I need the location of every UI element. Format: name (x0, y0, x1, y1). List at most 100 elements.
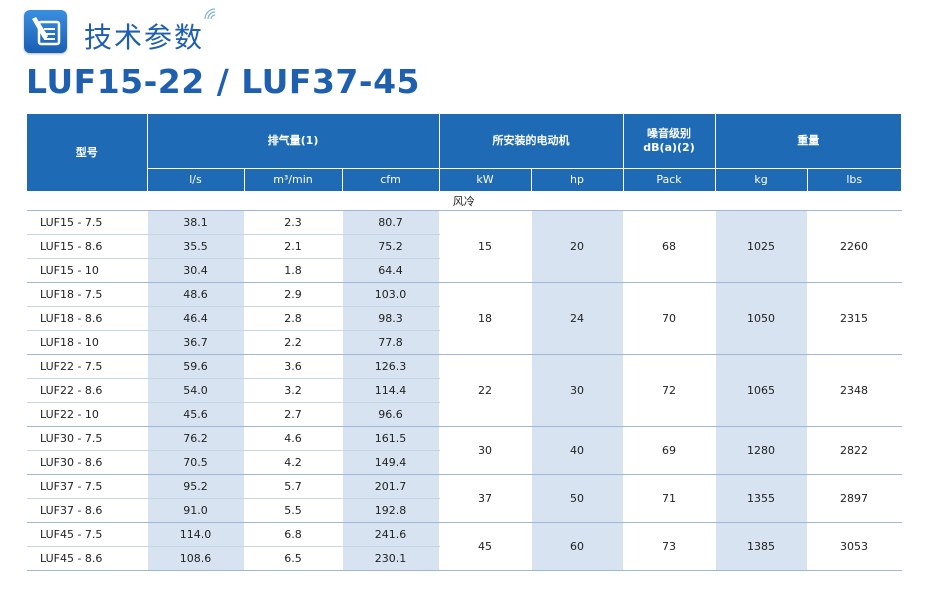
cell-flow-ls: 45.6 (147, 402, 245, 427)
cell-model: LUF15 - 7.5 (27, 210, 148, 235)
cell-flow-m3min: 3.6 (244, 354, 343, 379)
cell-flow-m3min: 2.8 (244, 306, 343, 331)
cell-flow-ls: 30.4 (147, 258, 245, 283)
cell-flow-cfm: 75.2 (342, 234, 440, 259)
cell-motor-kw: 45 (439, 522, 532, 571)
cell-flow-ls: 95.2 (147, 474, 245, 499)
cell-model: LUF37 - 7.5 (27, 474, 148, 499)
cell-flow-m3min: 2.7 (244, 402, 343, 427)
cell-model: LUF30 - 8.6 (27, 450, 148, 475)
cell-flow-cfm: 201.7 (342, 474, 440, 499)
cell-noise-db: 68 (623, 210, 716, 283)
cell-weight-lbs: 2348 (807, 354, 902, 427)
cell-flow-m3min: 2.2 (244, 330, 343, 355)
cell-model: LUF22 - 10 (27, 402, 148, 427)
subheader-ls: l/s (147, 168, 245, 191)
cell-noise-db: 70 (623, 282, 716, 355)
cell-flow-m3min: 4.6 (244, 426, 343, 451)
table-row: LUF37 - 8.6 91.0 5.5 192.8 (27, 498, 901, 523)
cell-model: LUF18 - 7.5 (27, 282, 148, 307)
header-weight: 重量 (715, 114, 902, 169)
cell-noise-db: 72 (623, 354, 716, 427)
header-flow: 排气量(1) (147, 114, 440, 169)
cell-flow-m3min: 2.3 (244, 210, 343, 235)
table-row: LUF45 - 7.5 114.0 6.8 241.6 45 60 73 1385 3053 (27, 522, 902, 571)
cell-flow-m3min: 5.7 (244, 474, 343, 499)
table-row: LUF15 - 7.5 38.1 2.3 80.7 15 20 68 1025 2260 (27, 210, 902, 283)
cell-weight-kg: 1280 (715, 426, 808, 475)
cell-flow-m3min: 6.5 (244, 546, 343, 571)
cell-flow-m3min: 3.2 (244, 378, 343, 403)
cell-motor-hp: 30 (531, 354, 624, 427)
table-row: LUF22 - 10 45.6 2.7 96.6 (27, 402, 901, 427)
cell-flow-cfm: 80.7 (342, 210, 440, 235)
cell-motor-hp: 40 (531, 426, 624, 475)
cell-weight-kg: 1385 (715, 522, 808, 571)
cell-flow-ls: 70.5 (147, 450, 245, 475)
cell-flow-cfm: 241.6 (342, 522, 440, 547)
cell-flow-m3min: 5.5 (244, 498, 343, 523)
cell-motor-hp: 50 (531, 474, 624, 523)
cell-flow-cfm: 98.3 (342, 306, 440, 331)
cell-flow-m3min: 4.2 (244, 450, 343, 475)
cell-flow-cfm: 64.4 (342, 258, 440, 283)
header-noise-line1: 噪音级别 (647, 127, 692, 140)
subheader-lbs: lbs (807, 168, 902, 191)
cell-flow-ls: 108.6 (147, 546, 245, 571)
subheader-pack: Pack (623, 168, 716, 191)
cell-weight-lbs: 2315 (807, 282, 902, 355)
cell-weight-kg: 1355 (715, 474, 808, 523)
cell-flow-cfm: 103.0 (342, 282, 440, 307)
group-label-air-cooled: 风冷 (27, 191, 902, 211)
cell-motor-kw: 15 (439, 210, 532, 283)
cell-flow-m3min: 1.8 (244, 258, 343, 283)
cell-flow-ls: 48.6 (147, 282, 245, 307)
cell-flow-ls: 38.1 (147, 210, 245, 235)
cell-model: LUF37 - 8.6 (27, 498, 148, 523)
table-row: LUF22 - 8.6 54.0 3.2 114.4 (27, 378, 901, 403)
cell-noise-db: 71 (623, 474, 716, 523)
cell-weight-lbs: 2260 (807, 210, 902, 283)
cell-motor-hp: 20 (531, 210, 624, 283)
cell-model: LUF30 - 7.5 (27, 426, 148, 451)
cell-flow-cfm: 96.6 (342, 402, 440, 427)
cell-motor-hp: 24 (531, 282, 624, 355)
table-row: LUF30 - 7.5 76.2 4.6 161.5 30 40 69 1280 2822 (27, 426, 902, 475)
table-row: LUF30 - 8.6 70.5 4.2 149.4 (27, 450, 901, 475)
table-row: LUF15 - 10 30.4 1.8 64.4 (27, 258, 901, 283)
table-row: LUF45 - 8.6 108.6 6.5 230.1 (27, 546, 901, 571)
header-motor: 所安装的电动机 (439, 114, 624, 169)
cell-weight-lbs: 2897 (807, 474, 902, 523)
cell-flow-m3min: 2.1 (244, 234, 343, 259)
header-noise-line2: dB(a)(2) (643, 141, 695, 154)
cell-weight-kg: 1025 (715, 210, 808, 283)
cell-model: LUF18 - 10 (27, 330, 148, 355)
signal-waves-icon (203, 6, 217, 25)
pencil-document-icon (24, 10, 67, 53)
cell-flow-ls: 54.0 (147, 378, 245, 403)
subheader-cfm: cfm (342, 168, 440, 191)
cell-model: LUF45 - 8.6 (27, 546, 148, 571)
cell-flow-cfm: 161.5 (342, 426, 440, 451)
cell-motor-kw: 30 (439, 426, 532, 475)
cell-weight-lbs: 3053 (807, 522, 902, 571)
cell-weight-lbs: 2822 (807, 426, 902, 475)
cell-motor-kw: 18 (439, 282, 532, 355)
cell-flow-ls: 59.6 (147, 354, 245, 379)
section-title: 技术参数 (84, 21, 205, 54)
table-row: LUF18 - 10 36.7 2.2 77.8 (27, 330, 901, 355)
cell-motor-kw: 37 (439, 474, 532, 523)
cell-model: LUF22 - 7.5 (27, 354, 148, 379)
cell-model: LUF15 - 10 (27, 258, 148, 283)
cell-flow-cfm: 149.4 (342, 450, 440, 475)
cell-model: LUF45 - 7.5 (27, 522, 148, 547)
cell-noise-db: 69 (623, 426, 716, 475)
model-range-title: LUF15-22 / LUF37-45 (26, 62, 420, 101)
subheader-kw: kW (439, 168, 532, 191)
table-row: LUF37 - 7.5 95.2 5.7 201.7 37 50 71 1355 2897 (27, 474, 902, 523)
cell-flow-ls: 46.4 (147, 306, 245, 331)
cell-flow-cfm: 77.8 (342, 330, 440, 355)
subheader-m3min: m³/min (244, 168, 343, 191)
cell-flow-ls: 91.0 (147, 498, 245, 523)
cell-flow-ls: 35.5 (147, 234, 245, 259)
